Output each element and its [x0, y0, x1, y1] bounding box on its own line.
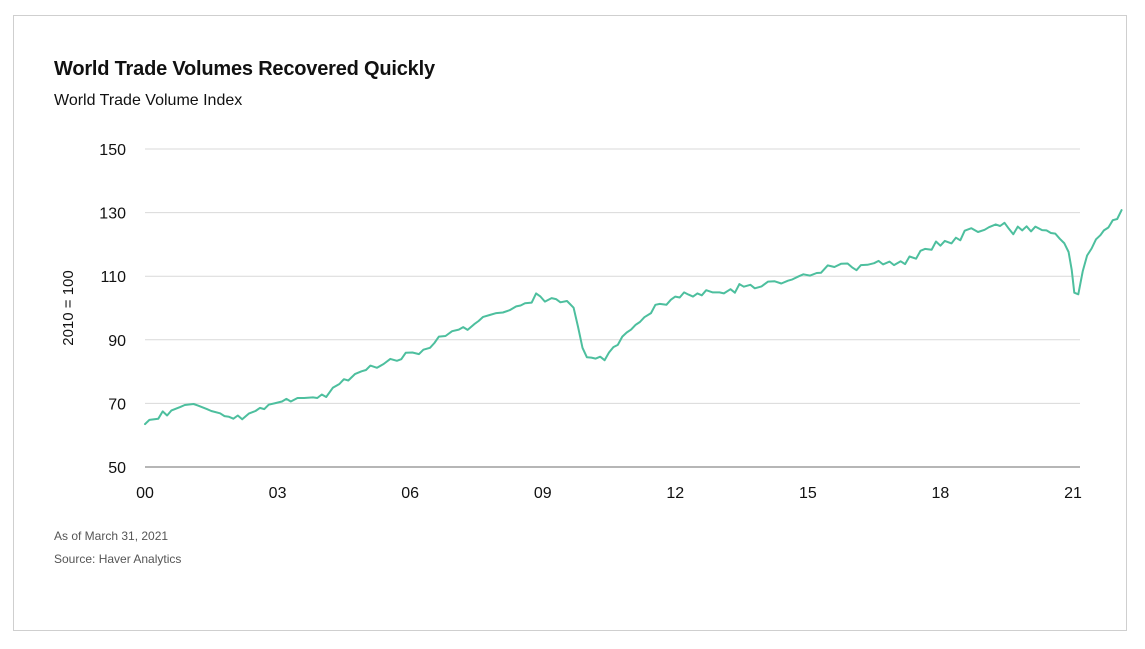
chart-card — [13, 15, 1127, 631]
as-of-note: As of March 31, 2021 — [54, 529, 169, 543]
y-axis-label: 2010 = 100 — [60, 270, 77, 346]
gridlines — [145, 148, 1080, 468]
y-tick-label: 90 — [108, 333, 126, 350]
y-axis-ticks: 50 70 90 110 130 150 — [99, 142, 126, 477]
x-axis-ticks: 00 03 06 09 12 15 18 21 — [136, 485, 1082, 502]
chart-subtitle: World Trade Volume Index — [54, 92, 243, 109]
y-tick-label: 150 — [99, 142, 126, 159]
source-note: Source: Haver Analytics — [54, 552, 182, 566]
x-tick-label: 18 — [932, 485, 950, 502]
x-tick-label: 12 — [666, 485, 684, 502]
y-tick-label: 110 — [100, 269, 126, 286]
y-tick-label: 50 — [108, 460, 126, 477]
x-tick-label: 03 — [269, 485, 287, 502]
series-line — [144, 209, 1123, 426]
x-tick-label: 09 — [534, 485, 552, 502]
series-group — [144, 209, 1123, 426]
x-tick-label: 06 — [401, 485, 419, 502]
y-tick-label: 130 — [99, 206, 126, 223]
y-tick-label: 70 — [108, 396, 126, 413]
chart-title: World Trade Volumes Recovered Quickly — [54, 58, 435, 80]
x-tick-label: 21 — [1064, 485, 1082, 502]
x-tick-label: 15 — [799, 485, 817, 502]
x-tick-label: 00 — [136, 485, 154, 502]
